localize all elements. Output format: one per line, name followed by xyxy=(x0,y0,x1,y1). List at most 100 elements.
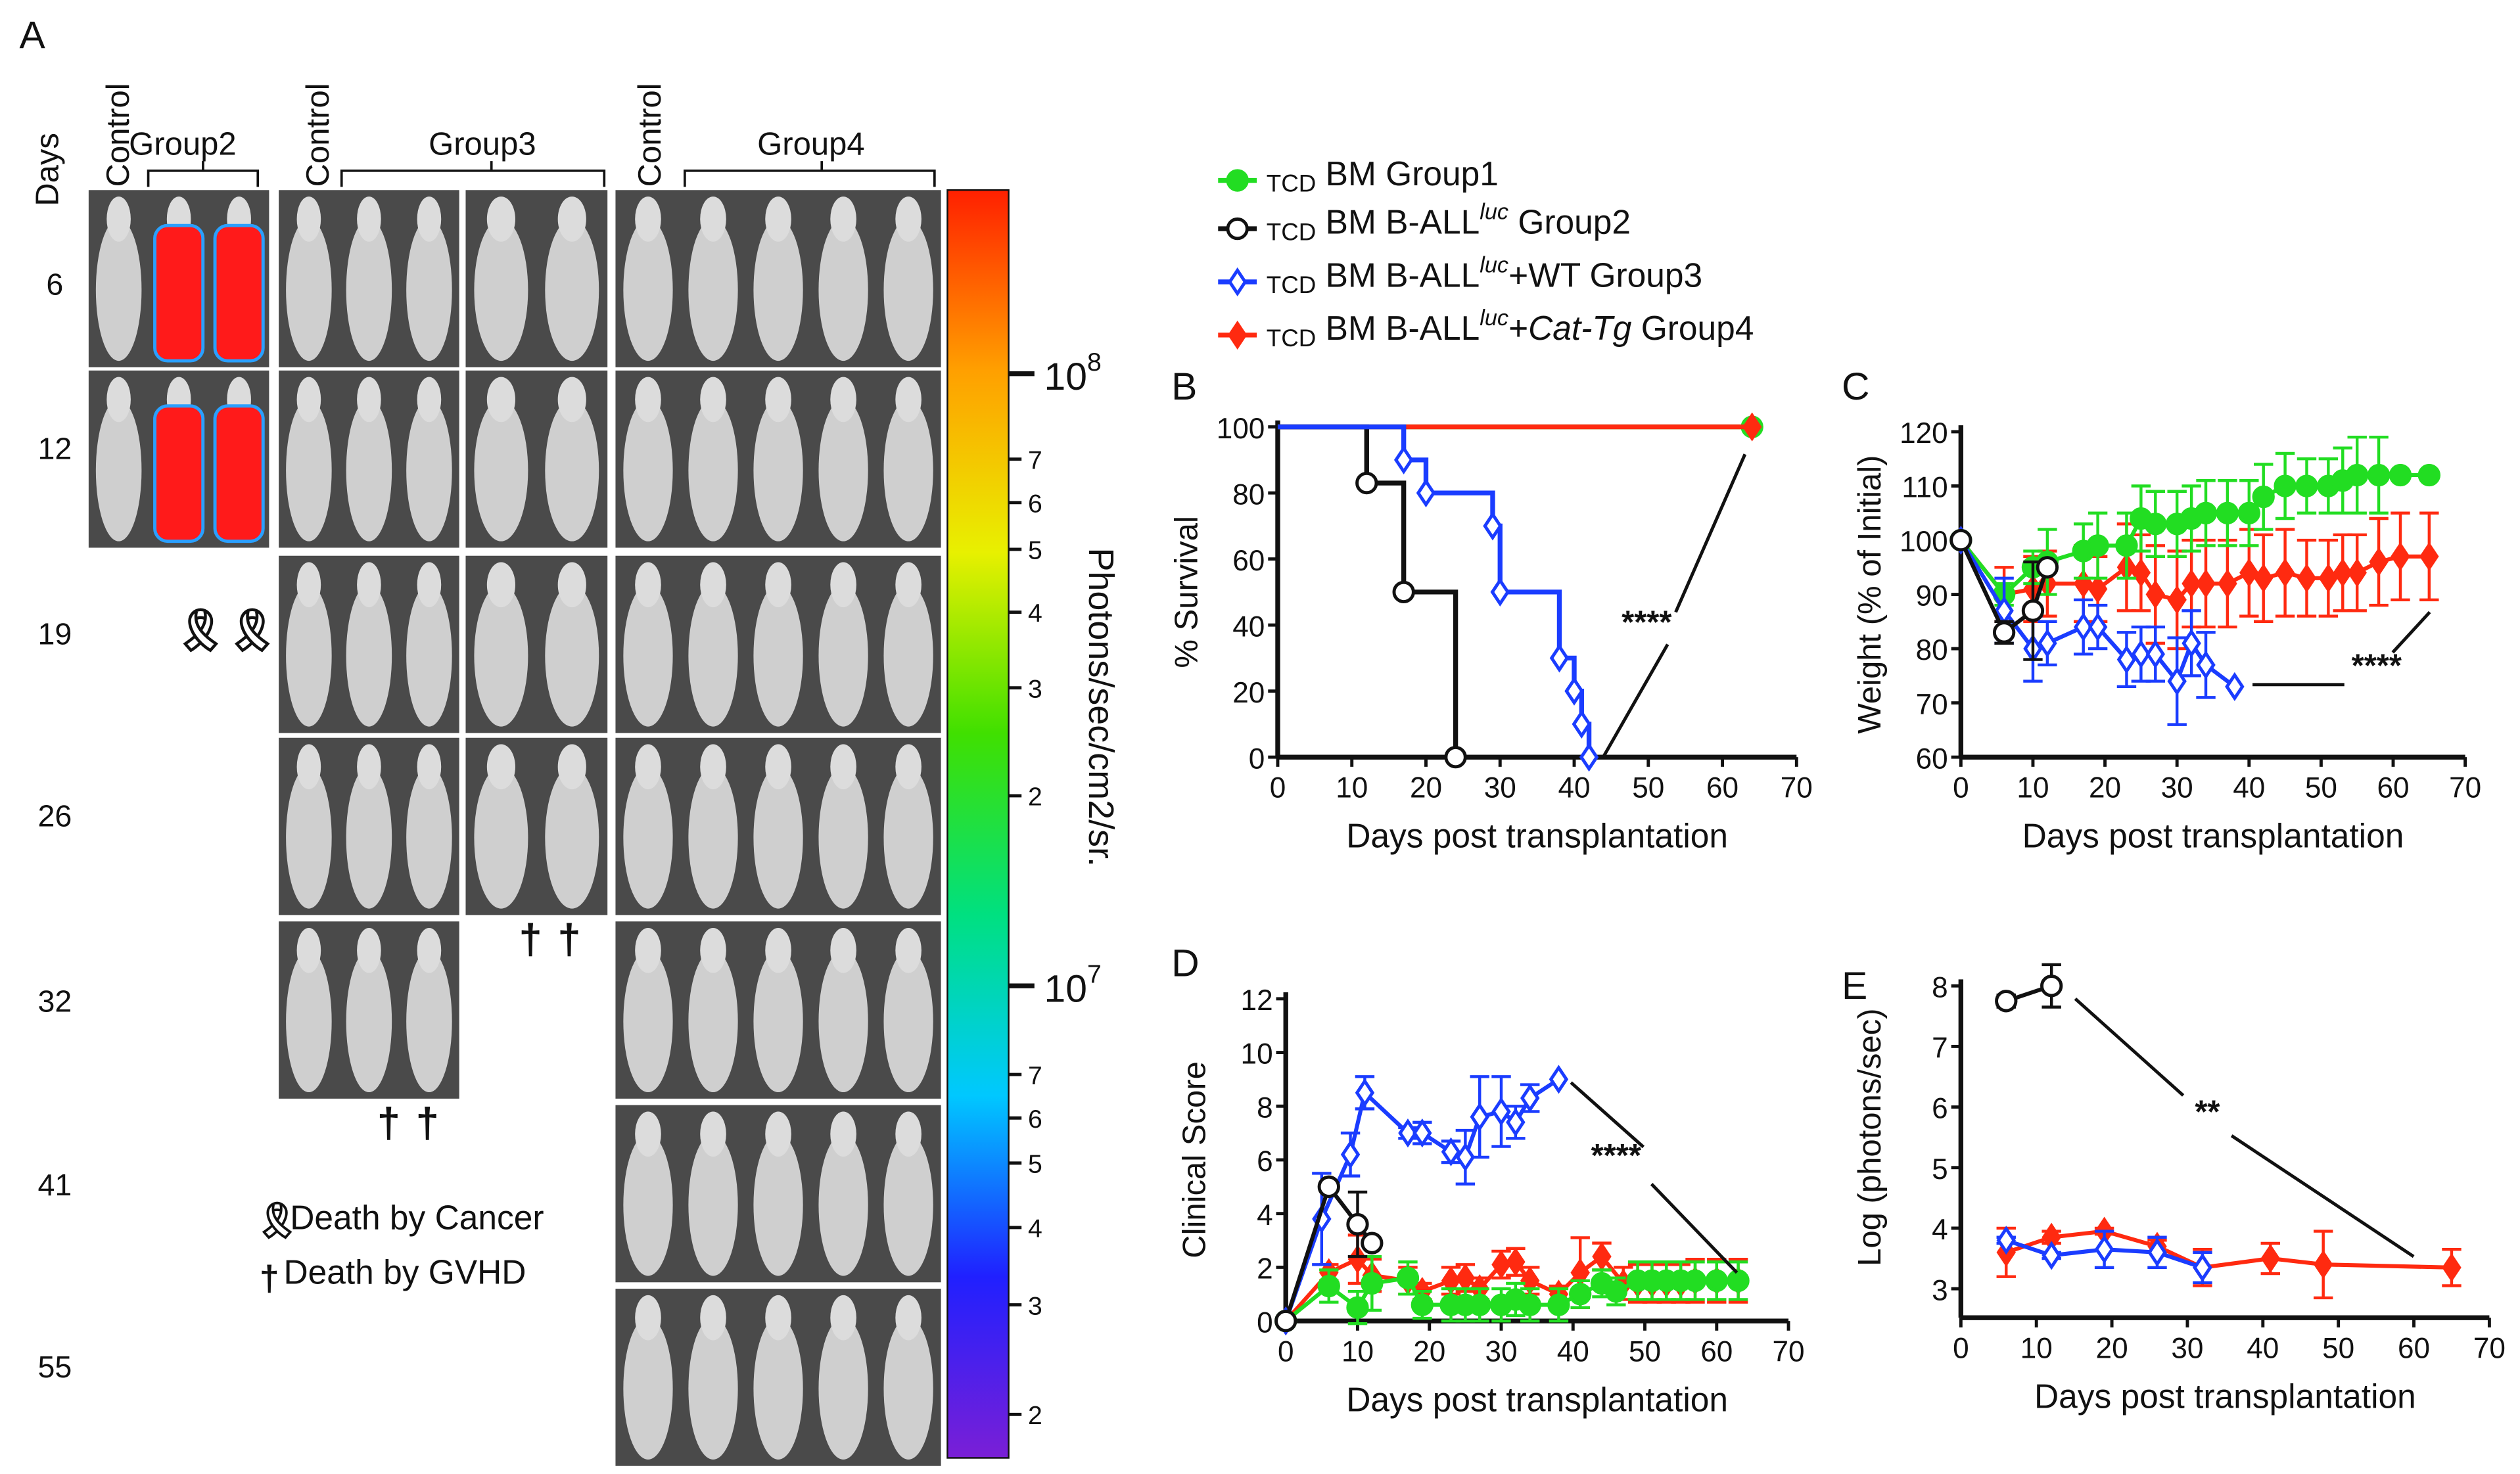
group1-marker xyxy=(1468,1293,1491,1316)
series-group2 xyxy=(1274,1175,1384,1333)
mouse-body xyxy=(95,219,142,361)
mouse xyxy=(406,196,452,361)
group4-marker xyxy=(2167,585,2187,614)
mouse-body xyxy=(474,399,528,541)
group2-marker xyxy=(1392,580,1415,604)
mouse-head xyxy=(296,744,321,790)
group4-marker xyxy=(2131,558,2151,587)
mouse xyxy=(818,1295,868,1460)
significance-label: **** xyxy=(1591,1138,1642,1174)
mouse-head xyxy=(635,562,661,608)
mouse-head xyxy=(765,377,791,423)
y-tick-label: 7 xyxy=(1932,1032,1948,1065)
significance-line xyxy=(1650,1183,1738,1274)
group1-marker xyxy=(1547,1293,1570,1316)
mouse-body xyxy=(818,219,868,361)
group3-marker xyxy=(2147,1237,2167,1267)
x-tick-label: 60 xyxy=(1700,1335,1733,1368)
mouse-body xyxy=(545,584,599,727)
day-label: 32 xyxy=(37,984,72,1018)
mouse-body xyxy=(406,766,452,909)
x-tick-label: 40 xyxy=(2233,772,2265,804)
mouse-head xyxy=(486,377,515,423)
mouse-image-panel xyxy=(279,555,459,733)
mouse-image-panel xyxy=(615,921,941,1099)
legend-label: TCD BM B-ALLluc+Cat-Tg Group4 xyxy=(1267,306,1754,352)
mouse-body xyxy=(623,399,673,541)
significance-line xyxy=(2230,1134,2415,1258)
mouse-head xyxy=(830,377,856,423)
mouse-image-panel xyxy=(615,1289,941,1466)
legend-item-group2: TCD BM B-ALLluc Group2 xyxy=(1218,199,1631,245)
y-tick-label: 80 xyxy=(1232,478,1265,511)
group3-marker xyxy=(1412,1118,1432,1148)
group3-marker xyxy=(1520,1083,1540,1113)
mouse-head xyxy=(557,744,586,790)
group1-marker xyxy=(2252,485,2275,509)
group3-marker xyxy=(1491,1097,1511,1126)
mouse xyxy=(818,196,868,361)
mouse-head xyxy=(895,1111,922,1157)
y-tick-label: 2 xyxy=(1257,1253,1273,1285)
colorbar-minor-label: 6 xyxy=(1028,490,1042,518)
mouse-body xyxy=(286,766,332,909)
group2-marker xyxy=(2021,599,2045,622)
group4-marker xyxy=(2369,547,2389,577)
group4-marker xyxy=(2182,568,2201,599)
day-labels: 6 12 19 26 32 41 55 xyxy=(37,267,72,1384)
group1-marker xyxy=(1346,1296,1369,1319)
mouse-head xyxy=(895,1295,922,1341)
y-tick-label: 4 xyxy=(1257,1199,1273,1232)
mouse-body xyxy=(406,399,452,541)
mouse xyxy=(346,562,392,727)
days-label: Days xyxy=(30,133,65,206)
day-label: 12 xyxy=(37,432,72,466)
group2-marker xyxy=(1992,621,2016,644)
mouse xyxy=(753,196,803,361)
x-tick-label: 50 xyxy=(2322,1333,2354,1365)
mouse-image-panel xyxy=(465,370,608,548)
y-tick-label: 5 xyxy=(1932,1153,1948,1186)
mouse-head xyxy=(700,562,726,608)
signal-overlay xyxy=(213,404,265,543)
significance-label: **** xyxy=(1622,605,1672,640)
group4-marker xyxy=(2088,574,2108,604)
mouse-image-panel xyxy=(279,737,459,915)
x-tick-label: 0 xyxy=(1953,1333,1969,1365)
x-tick-label: 70 xyxy=(2473,1333,2506,1365)
brace-group3 xyxy=(340,161,606,187)
group1-marker xyxy=(2274,474,2297,497)
group4-marker xyxy=(2419,541,2439,571)
mouse-image-panel xyxy=(615,555,941,733)
series-group2 xyxy=(1949,528,2059,661)
mouse-image-panel xyxy=(279,921,459,1099)
x-tick-label: 30 xyxy=(1484,772,1516,804)
mouse-body xyxy=(883,766,933,909)
legend-label: TCD BM Group1 xyxy=(1267,154,1499,197)
mouse-bioluminescent xyxy=(213,377,265,543)
group1-marker xyxy=(2346,463,2369,487)
mouse xyxy=(818,1111,868,1276)
group1-marker xyxy=(1361,1272,1384,1295)
mouse-head xyxy=(895,927,922,973)
significance-line xyxy=(1602,643,1669,758)
x-tick-label: 50 xyxy=(1629,1335,1661,1368)
x-axis-label: Days post transplantation xyxy=(1346,816,1728,854)
mouse xyxy=(346,927,392,1093)
group1-marker xyxy=(2367,463,2391,487)
group3-marker xyxy=(2182,628,2201,658)
header-group2: Group2 xyxy=(129,126,237,162)
mouse-head xyxy=(765,196,791,242)
mouse-body xyxy=(688,766,738,909)
mouse-body xyxy=(688,950,738,1093)
mouse-head xyxy=(635,1295,661,1341)
mouse xyxy=(818,562,868,727)
colorbar-minor-label: 3 xyxy=(1028,1291,1042,1320)
legend-italic: Cat-Tg xyxy=(1528,309,1632,347)
panel-a-label: A xyxy=(19,14,45,57)
